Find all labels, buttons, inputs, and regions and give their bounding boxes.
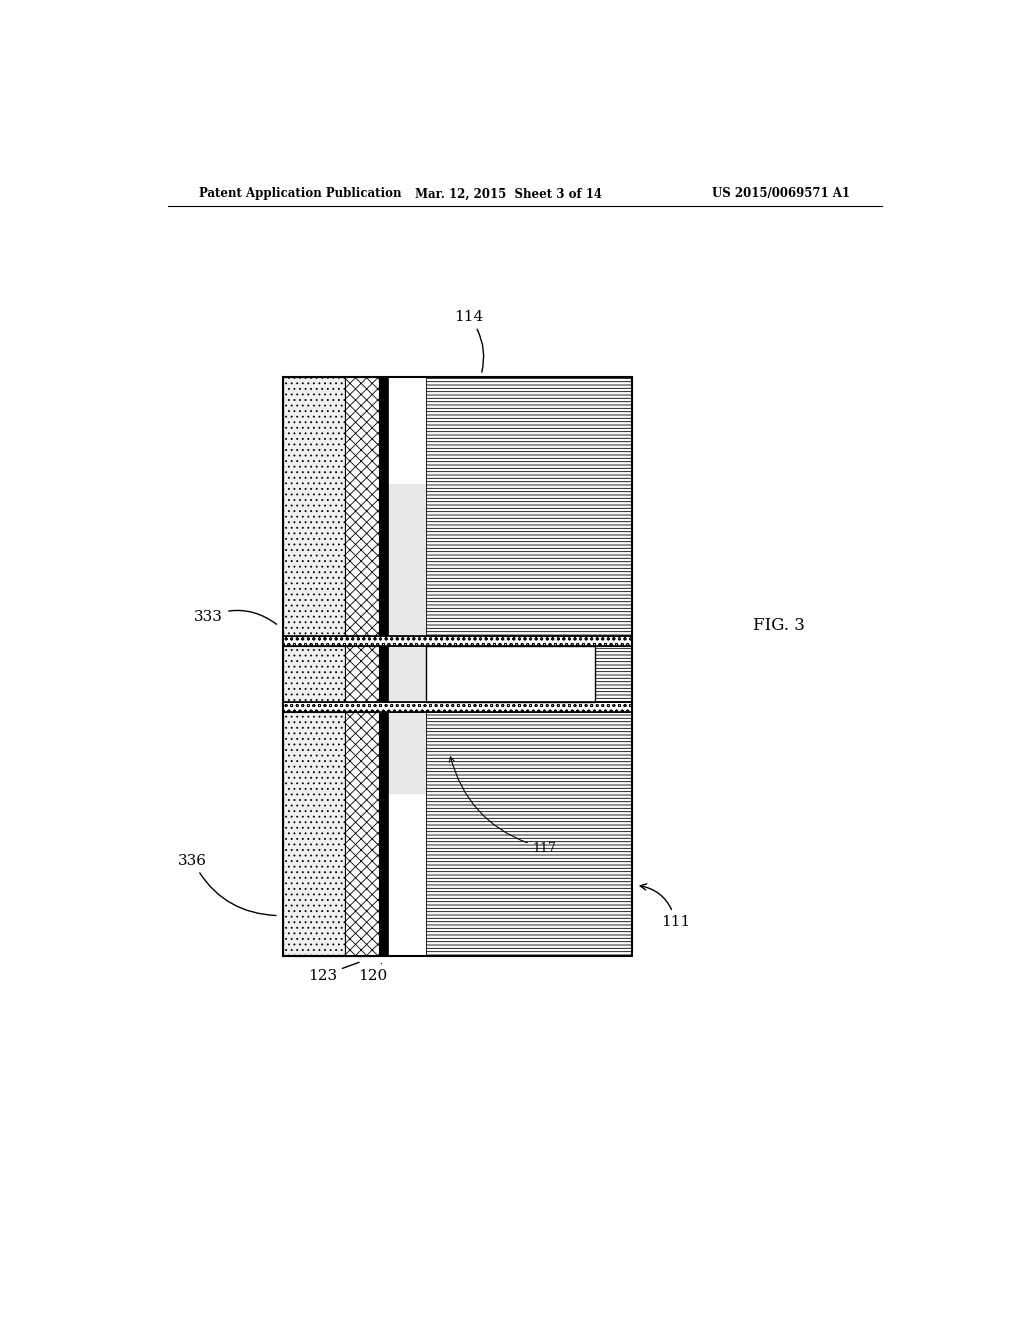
Bar [283, 713, 632, 956]
Bar [283, 702, 632, 713]
Bar [426, 378, 632, 636]
Bar [283, 378, 345, 636]
Text: Mar. 12, 2015  Sheet 3 of 14: Mar. 12, 2015 Sheet 3 of 14 [416, 187, 602, 201]
Bar [379, 378, 387, 636]
Bar [345, 713, 379, 956]
Text: 111: 111 [640, 884, 690, 929]
Bar [345, 378, 379, 636]
Bar [283, 713, 345, 956]
Bar [283, 636, 632, 647]
Bar [387, 378, 426, 483]
Text: US 2015/0069571 A1: US 2015/0069571 A1 [712, 187, 850, 201]
Bar [379, 713, 387, 956]
Bar [387, 647, 426, 702]
Text: 123: 123 [308, 962, 359, 982]
Text: 117: 117 [450, 756, 557, 854]
Bar [283, 378, 632, 956]
Bar [283, 647, 345, 702]
Bar [387, 713, 426, 793]
Text: Patent Application Publication: Patent Application Publication [200, 187, 402, 201]
Bar [345, 647, 379, 702]
Bar [379, 647, 387, 702]
Text: 114: 114 [455, 310, 484, 372]
Bar [426, 713, 632, 956]
Bar [426, 647, 632, 702]
Text: 333: 333 [195, 610, 276, 624]
Bar [283, 647, 632, 702]
Text: 120: 120 [357, 964, 387, 982]
Bar [387, 483, 426, 636]
Bar [283, 378, 632, 636]
Text: 336: 336 [178, 854, 276, 916]
Text: FIG. 3: FIG. 3 [753, 618, 805, 635]
Bar [426, 647, 595, 702]
